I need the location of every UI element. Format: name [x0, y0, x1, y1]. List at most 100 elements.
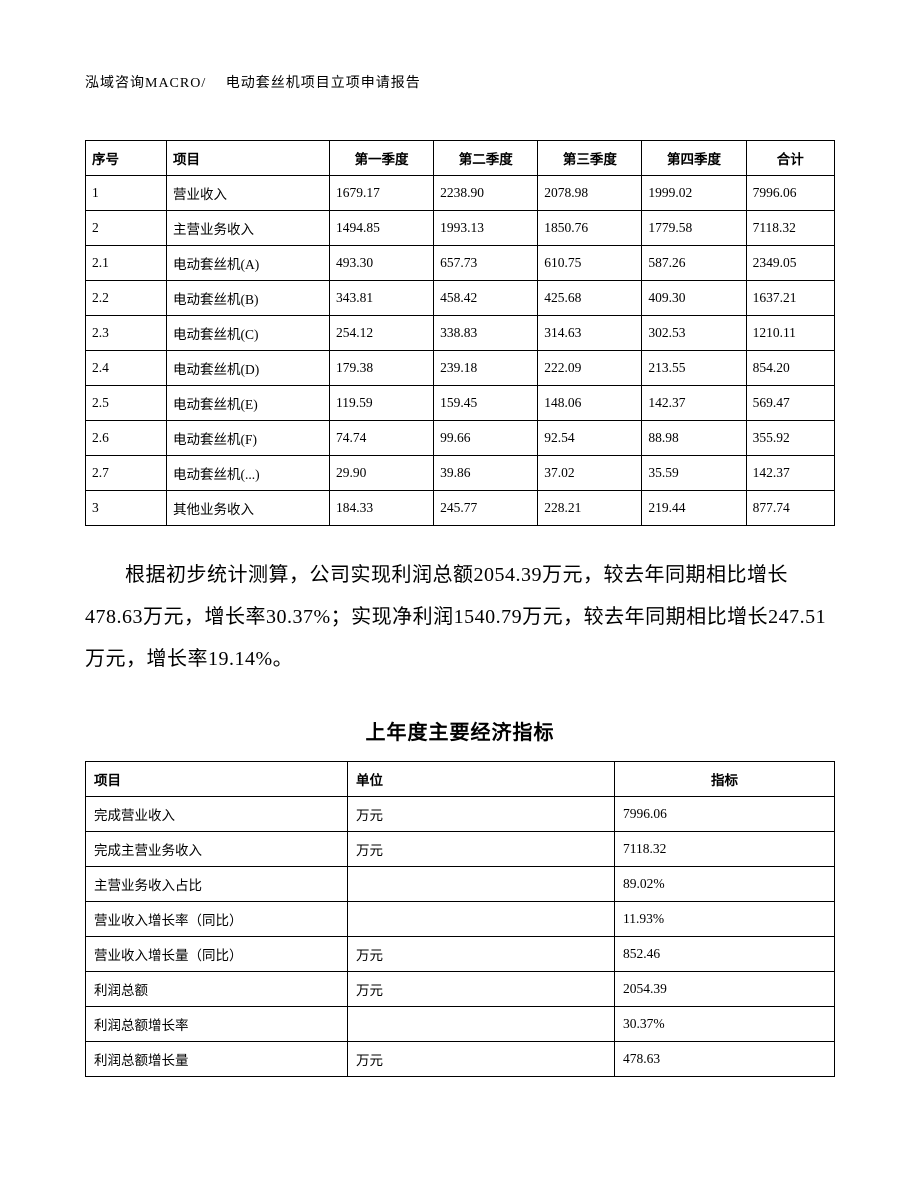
- table-row: 2.5电动套丝机(E)119.59159.45148.06142.37569.4…: [86, 386, 835, 421]
- table-cell: 657.73: [434, 246, 538, 281]
- table-row: 1营业收入1679.172238.902078.981999.027996.06: [86, 176, 835, 211]
- table-cell: 1: [86, 176, 167, 211]
- table-row: 2.7电动套丝机(...)29.9039.8637.0235.59142.37: [86, 456, 835, 491]
- table-cell: [348, 867, 615, 902]
- table-cell: 2.4: [86, 351, 167, 386]
- table-cell: 2.3: [86, 316, 167, 351]
- table-cell: 92.54: [538, 421, 642, 456]
- table-cell: 2.6: [86, 421, 167, 456]
- table-cell: 610.75: [538, 246, 642, 281]
- table-row: 主营业务收入占比 89.02%: [86, 867, 835, 902]
- table-cell: 1850.76: [538, 211, 642, 246]
- table-cell: 2238.90: [434, 176, 538, 211]
- table-cell: 1494.85: [330, 211, 434, 246]
- table-row: 2.6电动套丝机(F)74.7499.6692.5488.98355.92: [86, 421, 835, 456]
- table-cell: 2054.39: [615, 972, 835, 1007]
- table-cell: 2.7: [86, 456, 167, 491]
- table-cell: 营业收入增长率（同比）: [86, 902, 348, 937]
- table-cell: 1637.21: [746, 281, 834, 316]
- table-cell: 利润总额: [86, 972, 348, 1007]
- table-cell: 主营业务收入: [167, 211, 330, 246]
- table-cell: 7118.32: [746, 211, 834, 246]
- table-row: 营业收入增长量（同比）万元852.46: [86, 937, 835, 972]
- table-cell: 万元: [348, 972, 615, 1007]
- table-cell: 877.74: [746, 491, 834, 526]
- table-cell: 电动套丝机(A): [167, 246, 330, 281]
- table-cell: 37.02: [538, 456, 642, 491]
- table-cell: 179.38: [330, 351, 434, 386]
- table-cell: 569.47: [746, 386, 834, 421]
- table-cell: 493.30: [330, 246, 434, 281]
- table-cell: 1779.58: [642, 211, 746, 246]
- page-header: 泓域咨询MACRO/ 电动套丝机项目立项申请报告: [85, 72, 835, 92]
- table-row: 2.3电动套丝机(C)254.12338.83314.63302.531210.…: [86, 316, 835, 351]
- table-cell: 245.77: [434, 491, 538, 526]
- col-seq: 序号: [86, 141, 167, 176]
- table-cell: 1679.17: [330, 176, 434, 211]
- table-row: 利润总额增长率30.37%: [86, 1007, 835, 1042]
- table-cell: 万元: [348, 937, 615, 972]
- table-cell: 854.20: [746, 351, 834, 386]
- table-header-row: 序号 项目 第一季度 第二季度 第三季度 第四季度 合计: [86, 141, 835, 176]
- table-cell: 148.06: [538, 386, 642, 421]
- table-row: 2主营业务收入1494.851993.131850.761779.587118.…: [86, 211, 835, 246]
- table-cell: 7118.32: [615, 832, 835, 867]
- table-cell: 电动套丝机(...): [167, 456, 330, 491]
- table-cell: 电动套丝机(F): [167, 421, 330, 456]
- table-cell: 完成主营业务收入: [86, 832, 348, 867]
- table-cell: 587.26: [642, 246, 746, 281]
- table-cell: 213.55: [642, 351, 746, 386]
- table-cell: 3: [86, 491, 167, 526]
- table-cell: 355.92: [746, 421, 834, 456]
- table-cell: 409.30: [642, 281, 746, 316]
- table-cell: 302.53: [642, 316, 746, 351]
- table-row: 利润总额增长量万元478.63: [86, 1042, 835, 1077]
- table-cell: 219.44: [642, 491, 746, 526]
- table-cell: 29.90: [330, 456, 434, 491]
- table-cell: 239.18: [434, 351, 538, 386]
- table-cell: 2.2: [86, 281, 167, 316]
- table-cell: 30.37%: [615, 1007, 835, 1042]
- table-cell: [348, 1007, 615, 1042]
- table-cell: 电动套丝机(D): [167, 351, 330, 386]
- economic-indicators-table: 项目 单位 指标 完成营业收入万元7996.06完成主营业务收入万元7118.3…: [85, 761, 835, 1077]
- col-q1: 第一季度: [330, 141, 434, 176]
- table-cell: 万元: [348, 797, 615, 832]
- table-cell: 159.45: [434, 386, 538, 421]
- table-row: 2.2电动套丝机(B)343.81458.42425.68409.301637.…: [86, 281, 835, 316]
- table-row: 完成营业收入万元7996.06: [86, 797, 835, 832]
- table-cell: 1210.11: [746, 316, 834, 351]
- table-cell: 343.81: [330, 281, 434, 316]
- table-row: 营业收入增长率（同比）11.93%: [86, 902, 835, 937]
- col-total: 合计: [746, 141, 834, 176]
- table-cell: 142.37: [642, 386, 746, 421]
- table-cell: 458.42: [434, 281, 538, 316]
- table-cell: 营业收入增长量（同比）: [86, 937, 348, 972]
- table-cell: 2.1: [86, 246, 167, 281]
- summary-paragraph: 根据初步统计测算，公司实现利润总额2054.39万元，较去年同期相比增长478.…: [85, 554, 835, 680]
- table-cell: 万元: [348, 832, 615, 867]
- table-cell: 852.46: [615, 937, 835, 972]
- table-cell: 7996.06: [746, 176, 834, 211]
- table-cell: 35.59: [642, 456, 746, 491]
- table-cell: 2: [86, 211, 167, 246]
- table-cell: 184.33: [330, 491, 434, 526]
- table-cell: 89.02%: [615, 867, 835, 902]
- table-header-row: 项目 单位 指标: [86, 762, 835, 797]
- table-cell: 主营业务收入占比: [86, 867, 348, 902]
- table-row: 利润总额万元2054.39: [86, 972, 835, 1007]
- table-cell: 电动套丝机(B): [167, 281, 330, 316]
- col-item: 项目: [167, 141, 330, 176]
- col-q3: 第三季度: [538, 141, 642, 176]
- col-indicator: 指标: [615, 762, 835, 797]
- table-cell: 完成营业收入: [86, 797, 348, 832]
- table-cell: 7996.06: [615, 797, 835, 832]
- table-cell: 119.59: [330, 386, 434, 421]
- table-cell: 254.12: [330, 316, 434, 351]
- col-unit: 单位: [348, 762, 615, 797]
- table-cell: 1999.02: [642, 176, 746, 211]
- table-row: 完成主营业务收入万元7118.32: [86, 832, 835, 867]
- table-cell: 利润总额增长量: [86, 1042, 348, 1077]
- table-cell: 其他业务收入: [167, 491, 330, 526]
- table-cell: 2078.98: [538, 176, 642, 211]
